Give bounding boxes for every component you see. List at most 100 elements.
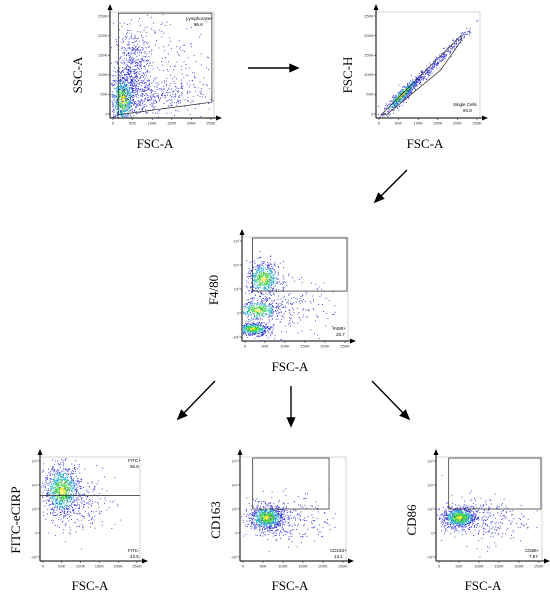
event-dot xyxy=(118,87,120,89)
event-dot xyxy=(124,69,126,71)
event-dot xyxy=(416,81,417,83)
event-dot xyxy=(111,82,113,84)
event-dot xyxy=(296,301,298,303)
event-dot xyxy=(406,86,408,88)
event-dot xyxy=(131,91,133,93)
event-dot xyxy=(119,91,121,93)
event-dot xyxy=(299,279,300,280)
event-dot xyxy=(450,52,451,54)
event-dot xyxy=(124,92,126,94)
event-dot xyxy=(51,493,53,495)
event-dot xyxy=(187,57,189,59)
event-dot xyxy=(275,272,276,274)
event-dot xyxy=(130,81,132,83)
event-dot xyxy=(183,61,185,63)
event-dot xyxy=(302,316,304,318)
event-dot xyxy=(126,36,128,38)
event-dot xyxy=(144,86,145,88)
event-dot xyxy=(163,97,165,99)
event-dot xyxy=(441,58,443,60)
event-dot xyxy=(262,306,264,308)
event-dot xyxy=(159,99,160,101)
event-dot xyxy=(94,489,96,491)
event-dot xyxy=(68,468,70,470)
event-dot xyxy=(185,64,187,66)
event-dot xyxy=(117,106,119,108)
event-dot xyxy=(159,97,161,99)
event-dot xyxy=(125,107,126,109)
event-dot xyxy=(243,327,244,328)
event-dot xyxy=(395,105,397,107)
event-dot xyxy=(269,264,271,265)
event-dot xyxy=(265,287,267,289)
event-dot xyxy=(120,114,122,116)
event-dot xyxy=(138,54,140,56)
event-dot xyxy=(272,282,273,283)
event-dot xyxy=(56,485,58,486)
event-dot xyxy=(139,71,141,72)
event-dot xyxy=(255,276,257,278)
event-dot xyxy=(263,289,265,290)
event-dot xyxy=(64,510,65,512)
event-dot xyxy=(268,286,270,288)
event-dot xyxy=(54,479,55,481)
event-dot xyxy=(270,315,272,317)
event-dot xyxy=(254,315,255,316)
event-dot xyxy=(271,276,272,278)
event-dot xyxy=(168,87,170,89)
event-dot xyxy=(57,500,59,502)
event-dot xyxy=(411,89,413,91)
event-dot xyxy=(53,497,55,499)
event-dot xyxy=(252,309,254,310)
event-dot xyxy=(121,103,123,105)
event-dot xyxy=(256,314,257,316)
event-dot xyxy=(249,262,251,264)
event-dot xyxy=(424,75,425,77)
event-dot xyxy=(149,104,151,106)
event-dot xyxy=(265,298,267,300)
event-dot xyxy=(403,96,404,97)
event-dot xyxy=(393,107,395,109)
event-dot xyxy=(397,100,399,101)
event-dot xyxy=(121,46,123,48)
event-dot xyxy=(52,469,54,471)
event-dot xyxy=(169,84,171,86)
event-dot xyxy=(262,275,264,276)
event-dot xyxy=(248,315,250,317)
event-dot xyxy=(439,56,441,58)
event-dot xyxy=(261,278,263,280)
event-dot xyxy=(172,96,174,98)
y-tick-label: 10⁵ xyxy=(31,458,37,463)
x-tick-label: 100K xyxy=(76,564,86,569)
event-dot xyxy=(113,80,115,81)
event-dot xyxy=(315,320,316,322)
event-dot xyxy=(178,97,180,98)
event-dot xyxy=(405,88,407,90)
event-dot xyxy=(279,321,281,323)
event-dot xyxy=(59,478,61,480)
event-dot xyxy=(268,268,270,270)
event-dot xyxy=(270,279,272,281)
event-dot xyxy=(282,282,284,284)
event-dot xyxy=(429,67,431,69)
event-dot xyxy=(262,273,264,275)
event-dot xyxy=(135,59,137,61)
event-dot xyxy=(260,301,262,303)
event-dot xyxy=(250,286,252,288)
event-dot xyxy=(116,104,118,106)
event-dot xyxy=(407,95,408,97)
event-dot xyxy=(58,464,60,466)
event-dot xyxy=(272,282,274,284)
event-dot xyxy=(79,512,81,514)
event-dot xyxy=(260,311,262,313)
event-dot xyxy=(267,280,268,282)
event-dot xyxy=(415,86,417,87)
event-dot xyxy=(121,107,123,109)
event-dot xyxy=(128,71,130,72)
event-dot xyxy=(116,62,118,64)
event-dot xyxy=(56,488,58,490)
event-dot xyxy=(132,97,133,99)
event-dot xyxy=(190,27,192,28)
event-dot xyxy=(246,299,248,301)
event-dot xyxy=(128,103,129,105)
